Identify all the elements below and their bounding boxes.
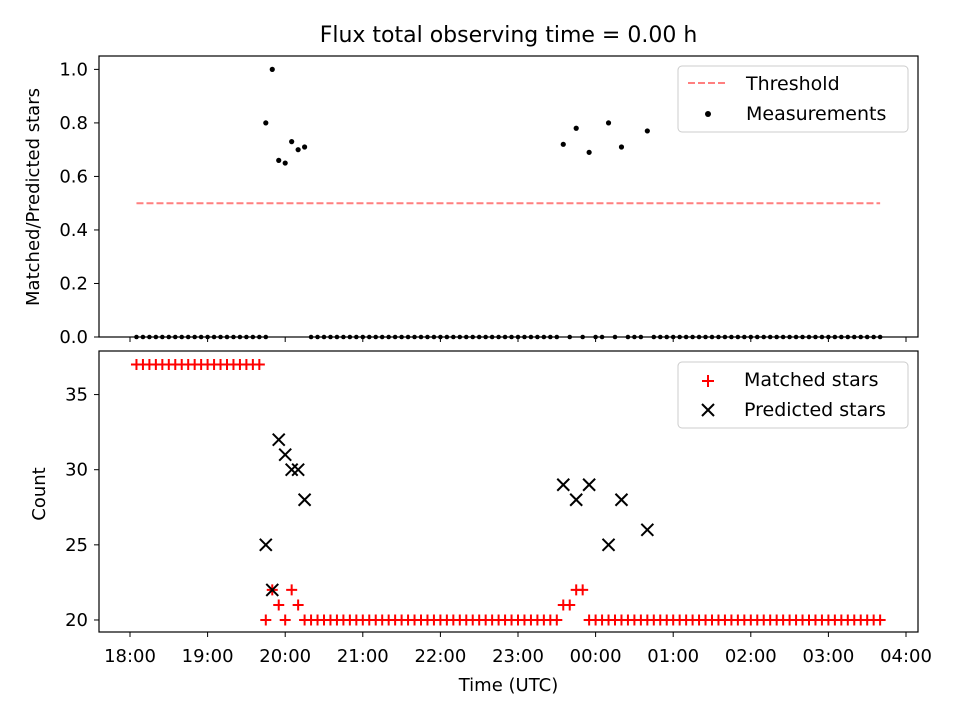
measurement-point (573, 125, 579, 131)
top-y-tick-label: 0.4 (59, 220, 88, 241)
top-y-tick-label: 0.2 (59, 273, 88, 294)
matched-star-point (292, 599, 304, 611)
matched-star-point (551, 614, 563, 626)
matched-star-point (253, 359, 265, 371)
top-y-tick-label: 0.0 (59, 327, 88, 348)
predicted-star-point (601, 538, 616, 552)
predicted-star-point (640, 523, 655, 537)
bottom-y-axis-label: Count (29, 467, 50, 520)
legend-matched-label: Matched stars (744, 369, 878, 391)
matched-star-point (260, 614, 272, 626)
measurement-point (618, 144, 625, 150)
matched-star-point (273, 599, 285, 611)
bottom-y-tick-label: 20 (65, 610, 88, 631)
matched-star-point (577, 584, 589, 596)
x-tick-label: 19:00 (182, 646, 234, 667)
measurement-point (560, 141, 566, 147)
bottom-axes-frame (98, 350, 919, 633)
top-chart-title: Flux total observing time = 0.00 h (320, 23, 698, 48)
top-y-tick-label: 1.0 (59, 59, 88, 80)
matched-star-point (564, 599, 576, 611)
predicted-star-point (614, 493, 629, 507)
legend-measurements-swatch (705, 111, 711, 117)
matched-star-point (286, 584, 298, 596)
measurement-point (605, 120, 612, 126)
x-tick-label: 22:00 (414, 646, 466, 667)
measurement-point (269, 66, 275, 72)
measurement-point (295, 147, 301, 153)
predicted-star-point (259, 538, 273, 552)
predicted-star-point (556, 478, 570, 492)
x-tick-label: 18:00 (104, 646, 156, 667)
top-legend-box (677, 65, 909, 133)
measurement-point (644, 128, 650, 134)
predicted-star-point (582, 478, 596, 492)
legend-matched-swatch (702, 375, 714, 387)
top-y-axis: 0.0 0.2 0.4 0.6 0.8 1.0 (59, 59, 99, 348)
x-axis: 18:00 19:00 20:00 21:00 22:00 23:00 00:00 01:00… (104, 337, 932, 667)
x-tick-label: 03:00 (802, 646, 854, 667)
x-tick-label: 23:00 (492, 646, 544, 667)
bottom-y-tick-label: 35 (65, 385, 88, 406)
predicted-star-point (297, 493, 312, 507)
predicted-star-point (569, 493, 583, 507)
legend-measurements-label: Measurements (746, 103, 886, 125)
measurement-point (586, 149, 592, 155)
top-legend: Threshold Measurements (677, 65, 909, 133)
measurement-point (302, 144, 308, 150)
measurement-point (282, 160, 288, 166)
x-tick-label: 00:00 (570, 646, 622, 667)
bottom-plot-area (130, 359, 886, 626)
legend-predicted-swatch (701, 403, 715, 417)
predicted-star-point (284, 463, 299, 477)
legend-predicted-label: Predicted stars (744, 399, 886, 421)
top-y-tick-label: 0.8 (59, 113, 88, 134)
matched-star-point (874, 614, 886, 626)
top-y-axis-label: Matched/Predicted stars (23, 88, 44, 306)
x-tick-label: 20:00 (259, 646, 311, 667)
predicted-star-point (291, 463, 305, 477)
predicted-star-point (272, 432, 286, 447)
top-y-tick-label: 0.6 (59, 166, 88, 187)
bottom-legend: Matched stars Predicted stars (677, 361, 909, 429)
measurement-point (263, 120, 269, 126)
x-axis-label: Time (UTC) (458, 675, 559, 696)
x-tick-label: 02:00 (725, 646, 777, 667)
bottom-y-tick-label: 30 (65, 460, 88, 481)
matched-star-point (279, 614, 291, 626)
bottom-legend-box (677, 361, 909, 429)
x-tick-label: 04:00 (880, 646, 932, 667)
predicted-star-point (265, 583, 279, 597)
measurement-point (289, 139, 295, 145)
bottom-y-tick-label: 25 (65, 535, 88, 556)
predicted-star-point (278, 447, 292, 462)
x-tick-label: 21:00 (337, 646, 389, 667)
legend-threshold-label: Threshold (745, 73, 840, 95)
bottom-y-axis: 20 25 30 35 (65, 385, 99, 631)
x-tick-label: 01:00 (647, 646, 699, 667)
measurement-point (276, 157, 282, 163)
top-axes-frame (98, 55, 919, 338)
top-plot-area (134, 66, 883, 340)
